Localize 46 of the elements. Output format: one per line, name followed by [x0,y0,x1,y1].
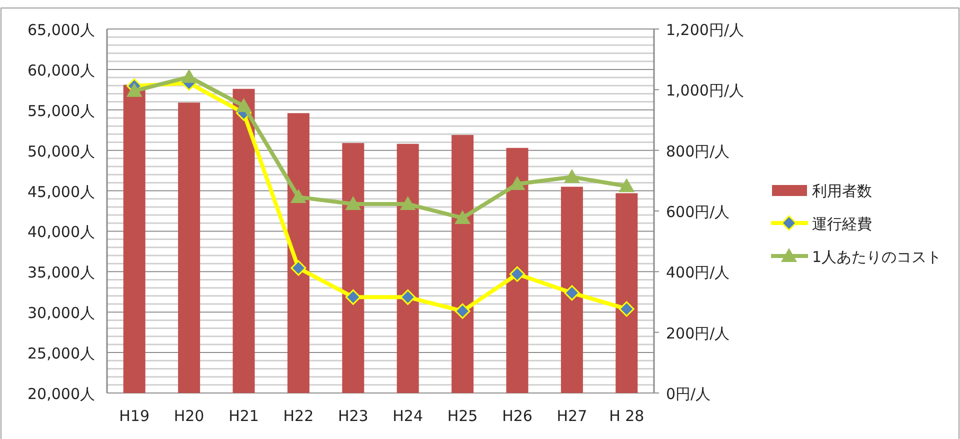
y2-tick-label: 400円/人 [666,264,730,282]
y2-tick-label: 0円/人 [666,385,711,403]
x-tick-label: H27 [556,407,588,425]
y-tick-label: 35,000人 [28,264,95,282]
point [126,82,142,97]
legend-label: 1人あたりのコスト [812,248,942,266]
x-tick-label: H24 [392,407,424,425]
x-tick-label: H23 [338,407,368,425]
x-tick-label: H20 [174,407,204,425]
y-tick-label: 60,000人 [28,61,95,80]
y-tick-label: 65,000人 [28,21,95,39]
point [454,210,471,224]
point [345,196,362,210]
point [290,189,306,204]
point [181,68,198,83]
point [400,289,416,305]
point [510,266,525,282]
point [564,169,580,184]
point [618,178,635,192]
y-tick-label: 20,000人 [28,385,95,403]
point [618,301,634,317]
point [564,285,580,301]
point [400,196,416,210]
y-tick-label: 25,000人 [28,344,95,363]
y-tick-label: 45,000人 [28,182,95,201]
legend-label: 利用者数 [812,182,872,200]
x-tick-label: H 28 [609,407,644,425]
x-tick-label: H21 [228,407,259,425]
point [454,303,470,319]
y-tick-label: 50,000人 [28,142,95,160]
x-tick-label: H26 [502,407,532,425]
y2-tick-label: 1,200円/人 [666,21,744,39]
y-tick-label: 55,000人 [28,102,95,120]
y2-tick-label: 600円/人 [666,203,730,221]
x-tick-label: H19 [119,407,150,425]
y-tick-label: 40,000人 [28,223,95,242]
x-tick-label: H22 [283,407,314,425]
point [236,98,252,112]
y2-tick-label: 200円/人 [666,324,730,342]
y2-tick-label: 1,000円/人 [666,82,744,100]
legend-label: 運行経費 [812,215,872,233]
x-tick-label: H25 [447,407,478,425]
y-tick-label: 30,000人 [28,304,95,322]
point [290,260,306,276]
y2-tick-label: 800円/人 [666,142,730,160]
point [345,289,361,305]
